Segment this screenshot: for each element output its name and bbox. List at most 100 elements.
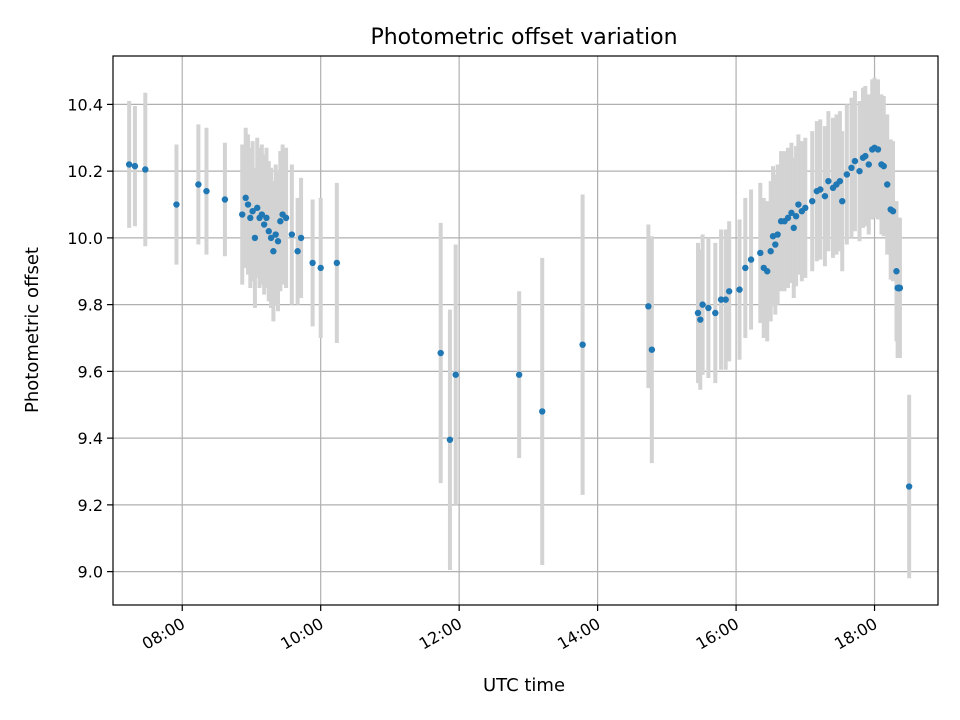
chart-title: Photometric offset variation (370, 25, 677, 50)
data-point (905, 483, 913, 490)
data-point (884, 181, 891, 188)
x-tick-label: 18:00 (831, 614, 880, 654)
data-point (772, 241, 779, 248)
data-point (437, 349, 444, 357)
data-point (862, 152, 869, 160)
data-point (265, 228, 272, 235)
data-points (125, 144, 913, 490)
data-point (880, 162, 887, 170)
data-point (203, 187, 210, 195)
data-point (788, 209, 795, 217)
plot-frame (112, 55, 939, 606)
data-point (195, 181, 202, 188)
data-point (895, 284, 902, 292)
y-tick-label: 10.0 (67, 229, 103, 248)
data-point (272, 231, 279, 238)
data-point (699, 301, 706, 308)
data-point (288, 231, 296, 238)
data-point (260, 221, 268, 228)
y-tick-label: 9.4 (78, 429, 103, 448)
y-tick-label: 10.4 (67, 95, 103, 114)
data-point (742, 264, 749, 272)
y-tick-label: 10.2 (67, 162, 103, 181)
data-point (515, 371, 523, 378)
data-point (717, 296, 725, 303)
data-point (247, 214, 254, 222)
data-point (258, 211, 266, 218)
data-point (125, 161, 133, 168)
data-point (270, 248, 277, 255)
data-point (142, 166, 149, 173)
x-tick-label: 12:00 (416, 614, 465, 654)
data-point (757, 249, 764, 257)
data-point (764, 268, 771, 275)
x-axis-ticks: 08:00 10:00 12:00 14:00 16:00 18:00 (139, 605, 881, 654)
data-point (851, 157, 859, 165)
x-tick-label: 14:00 (554, 614, 603, 654)
data-point (848, 164, 855, 172)
data-point (249, 207, 256, 215)
y-tick-label: 9.2 (78, 496, 103, 515)
data-point (221, 196, 229, 203)
data-point (317, 264, 324, 272)
data-point (648, 346, 656, 353)
data-point (131, 162, 139, 170)
data-point (645, 303, 652, 310)
x-tick-label: 10:00 (277, 614, 326, 654)
data-point (251, 234, 259, 242)
data-point (802, 204, 809, 212)
data-point (725, 288, 733, 295)
data-point (784, 214, 792, 222)
y-tick-label: 9.0 (78, 563, 103, 582)
data-point (712, 309, 719, 317)
data-point (790, 224, 797, 232)
data-point (865, 161, 872, 168)
data-point (722, 296, 729, 303)
data-point (792, 212, 800, 220)
data-point (579, 341, 586, 348)
x-axis-label: UTC time (483, 675, 565, 696)
data-point (309, 259, 316, 267)
data-point (244, 201, 252, 208)
x-tick-label: 16:00 (693, 614, 742, 654)
data-point (736, 286, 743, 293)
data-point (889, 207, 897, 215)
data-point (333, 259, 341, 267)
error-bars (127, 77, 912, 579)
data-point (817, 186, 824, 193)
data-point (263, 214, 270, 222)
y-tick-label: 9.8 (78, 296, 103, 315)
data-point (874, 146, 882, 153)
data-point (254, 204, 261, 212)
data-point (893, 268, 900, 275)
data-point (767, 248, 774, 255)
data-point (856, 167, 863, 175)
y-axis-ticks: 9.0 9.2 9.4 9.6 9.8 10.0 10.2 10.4 (67, 95, 113, 582)
y-tick-label: 9.6 (78, 362, 103, 381)
data-point (282, 214, 290, 222)
data-point (694, 309, 702, 317)
data-point (774, 231, 781, 238)
data-point (446, 436, 454, 443)
data-point (297, 234, 305, 242)
data-point (839, 197, 846, 205)
data-point (836, 177, 844, 185)
data-point (843, 171, 851, 178)
data-point (267, 234, 275, 242)
data-point (274, 238, 282, 245)
data-point (539, 408, 546, 415)
data-point (239, 211, 246, 218)
y-axis-label: Photometric offset (22, 247, 43, 413)
data-point (697, 316, 704, 323)
data-point (825, 177, 832, 185)
data-point (809, 197, 816, 205)
grid (113, 56, 938, 605)
data-point (821, 192, 829, 200)
data-point (747, 256, 755, 263)
data-point (277, 218, 284, 225)
x-tick-label: 08:00 (139, 614, 188, 654)
data-point (452, 371, 459, 378)
data-point (294, 248, 301, 255)
data-point (795, 201, 802, 208)
